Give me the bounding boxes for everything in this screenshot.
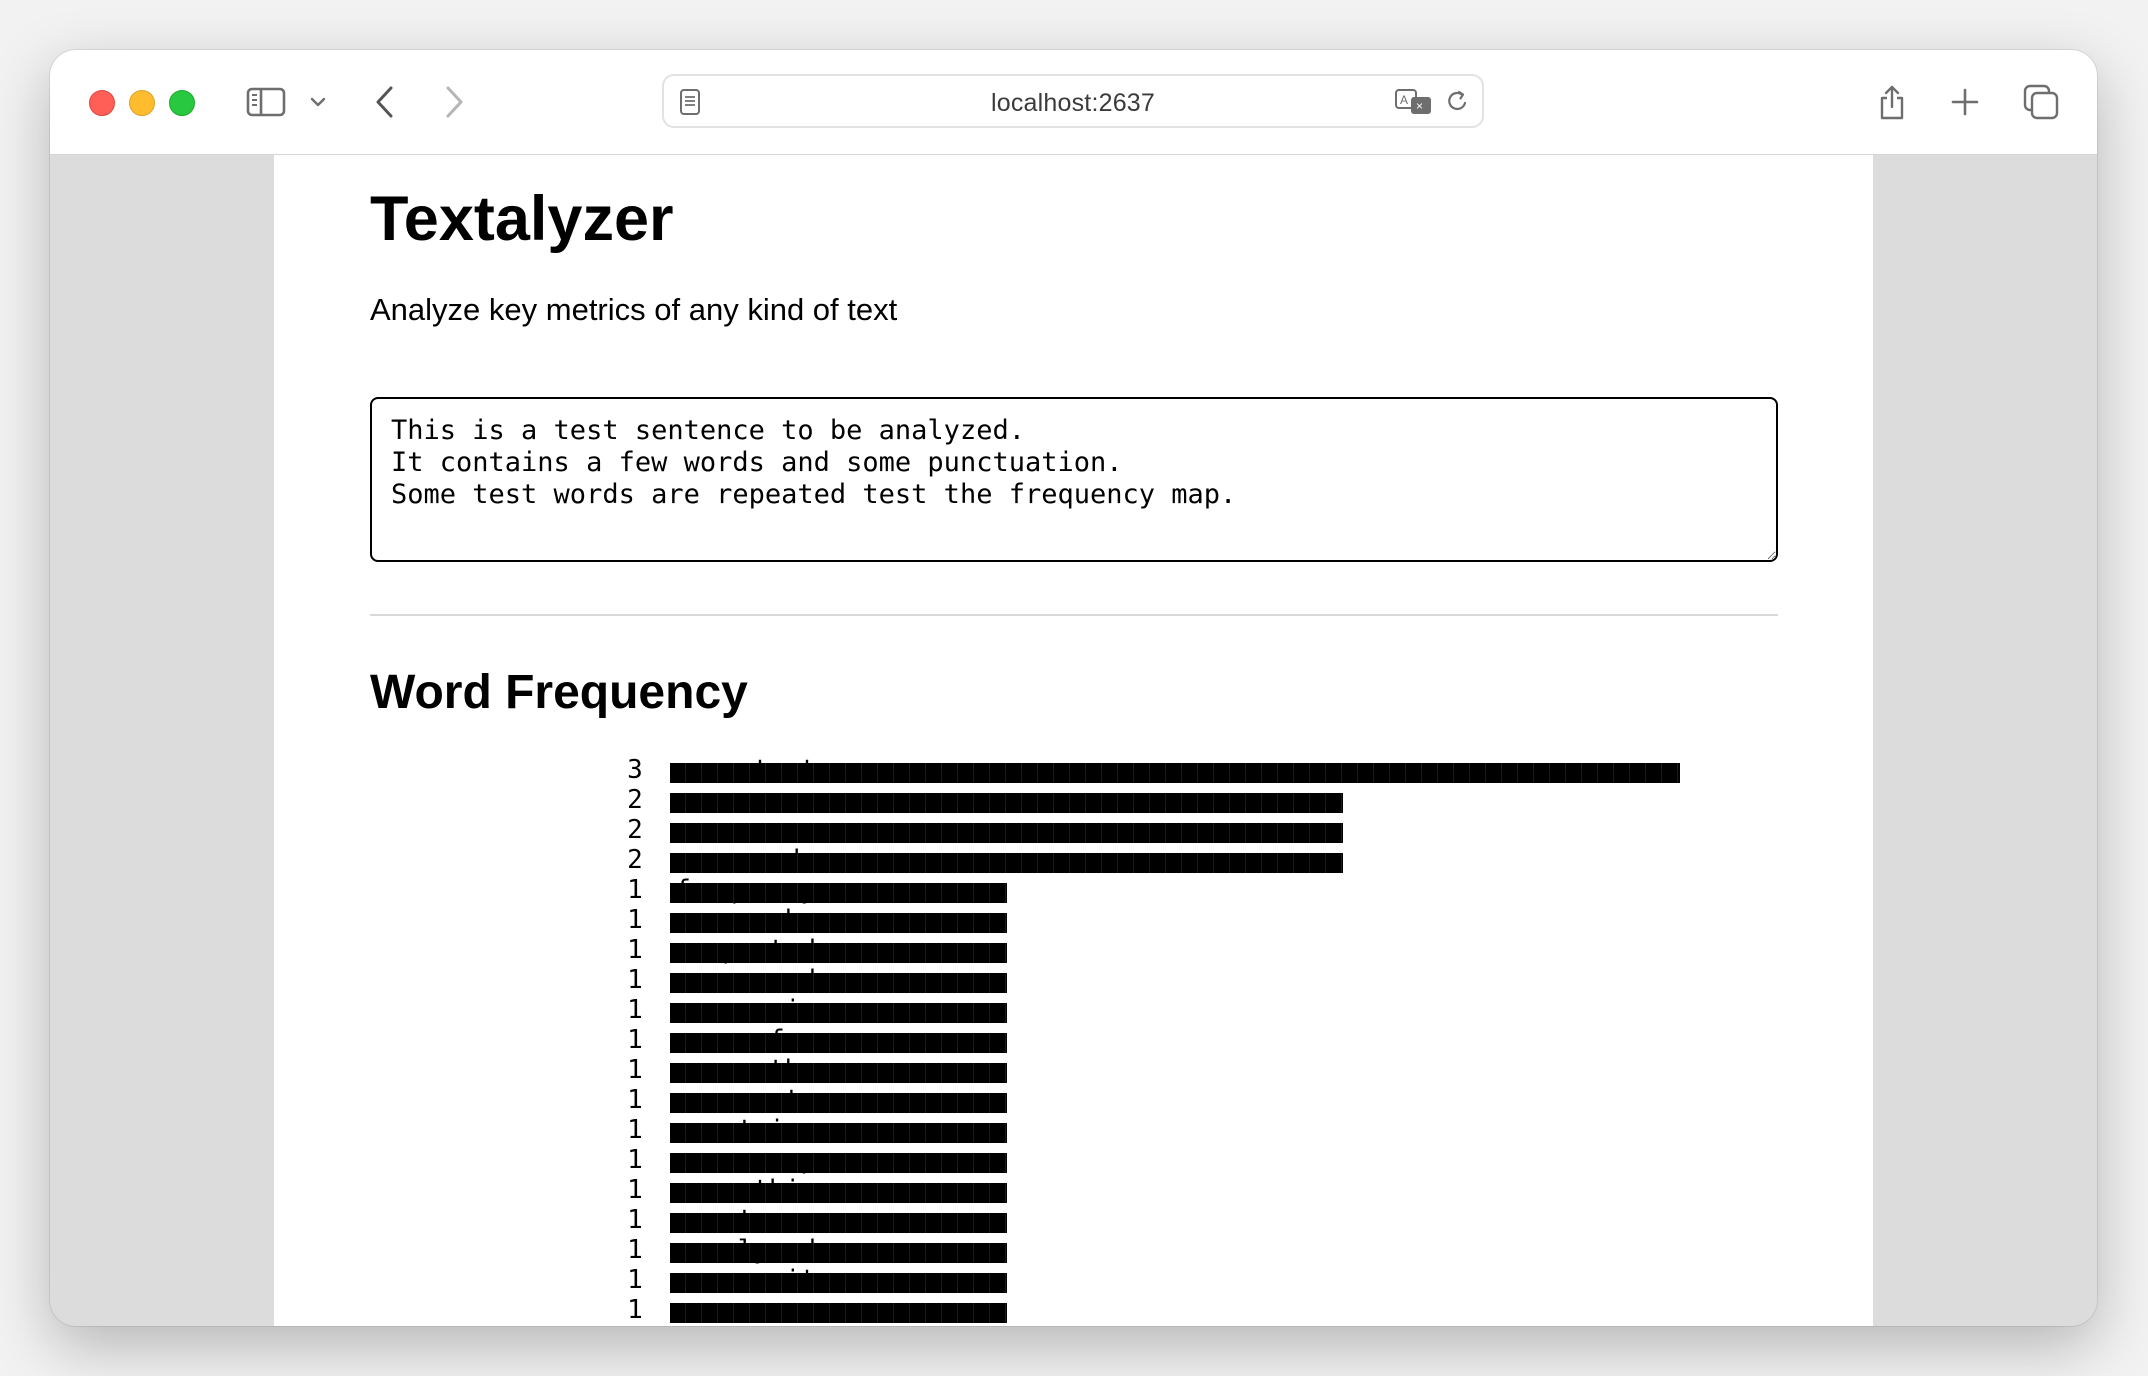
frequency-row: map1	[274, 1145, 1873, 1175]
frequency-bar	[670, 883, 1007, 903]
frequency-count: 1	[627, 935, 643, 965]
frequency-count: 1	[627, 1145, 643, 1175]
frequency-count: 1	[627, 1055, 643, 1085]
frequency-bar	[670, 913, 1007, 933]
minimize-window-button[interactable]	[129, 90, 155, 116]
frequency-count: 1	[627, 1085, 643, 1115]
browser-window: localhost:2637 A × Textalyzer Analyze key…	[50, 50, 2097, 1326]
tab-overview-icon[interactable]	[2019, 80, 2063, 124]
frequency-row: be1	[274, 905, 1873, 935]
frequency-count: 1	[627, 1115, 643, 1145]
frequency-bar	[670, 823, 1343, 843]
frequency-row: contains1	[274, 1115, 1873, 1145]
frequency-bar	[670, 853, 1343, 873]
frequency-count: 1	[627, 1265, 643, 1295]
svg-text:A: A	[1400, 93, 1408, 107]
frequency-row: some2	[274, 815, 1873, 845]
frequency-row: few1	[274, 1025, 1873, 1055]
frequency-row: this1	[274, 1175, 1873, 1205]
chevron-down-icon[interactable]	[305, 80, 331, 124]
reader-icon[interactable]	[678, 88, 702, 121]
frequency-row: frequency1	[274, 875, 1873, 905]
frequency-row: a2	[274, 785, 1873, 815]
frequency-count: 3	[627, 755, 643, 785]
translate-icon[interactable]: A ×	[1394, 88, 1434, 121]
chevron-right-icon[interactable]	[436, 80, 472, 124]
frequency-row: words2	[274, 845, 1873, 875]
frequency-bar	[670, 1063, 1007, 1083]
frequency-count: 1	[627, 965, 643, 995]
frequency-bar	[670, 1213, 1007, 1233]
frequency-bar	[670, 1033, 1007, 1053]
frequency-count: 1	[627, 875, 643, 905]
frequency-bar	[670, 1183, 1007, 1203]
frequency-count: 1	[627, 995, 643, 1025]
url-text[interactable]: localhost:2637	[990, 89, 1156, 117]
section-divider	[370, 614, 1778, 616]
page-title: Textalyzer	[370, 184, 674, 254]
zoom-window-button[interactable]	[169, 90, 195, 116]
frequency-row: and1	[274, 965, 1873, 995]
frequency-bar	[670, 1273, 1007, 1293]
frequency-row: is1	[274, 995, 1873, 1025]
page-subtitle: Analyze key metrics of any kind of text	[370, 292, 898, 327]
frequency-bar	[670, 793, 1343, 813]
reload-icon[interactable]	[1446, 89, 1470, 120]
frequency-count: 2	[627, 785, 643, 815]
frequency-bar	[670, 1303, 1007, 1323]
frequency-count: 1	[627, 905, 643, 935]
share-icon[interactable]	[1872, 80, 1912, 124]
frequency-count: 2	[627, 815, 643, 845]
page-content: Textalyzer Analyze key metrics of any ki…	[274, 155, 1873, 1326]
frequency-count: 1	[627, 1295, 643, 1325]
frequency-row: repeated1	[274, 935, 1873, 965]
plus-icon[interactable]	[1945, 80, 1985, 124]
frequency-bar	[670, 1003, 1007, 1023]
frequency-bar	[670, 763, 1680, 783]
frequency-count: 2	[627, 845, 643, 875]
frequency-bar	[670, 1123, 1007, 1143]
frequency-row: the1	[274, 1055, 1873, 1085]
svg-text:×: ×	[1416, 99, 1423, 113]
word-frequency-heading: Word Frequency	[370, 666, 748, 719]
frequency-row: sentence1	[274, 1205, 1873, 1235]
frequency-bar	[670, 973, 1007, 993]
frequency-row: are1	[274, 1295, 1873, 1325]
address-bar[interactable]: localhost:2637 A ×	[662, 74, 1484, 128]
close-window-button[interactable]	[89, 90, 115, 116]
frequency-bar	[670, 1093, 1007, 1113]
sidebar-icon[interactable]	[243, 80, 289, 124]
frequency-bar	[670, 943, 1007, 963]
chevron-left-icon[interactable]	[367, 80, 403, 124]
frequency-count: 1	[627, 1205, 643, 1235]
frequency-row: to1	[274, 1085, 1873, 1115]
frequency-count: 1	[627, 1235, 643, 1265]
frequency-count: 1	[627, 1025, 643, 1055]
frequency-row: analyzed1	[274, 1235, 1873, 1265]
frequency-bar	[670, 1243, 1007, 1263]
browser-toolbar: localhost:2637 A ×	[50, 50, 2097, 155]
frequency-count: 1	[627, 1175, 643, 1205]
frequency-row: test3	[274, 755, 1873, 785]
frequency-row: it1	[274, 1265, 1873, 1295]
text-input-area[interactable]	[370, 397, 1778, 562]
frequency-bar	[670, 1153, 1007, 1173]
